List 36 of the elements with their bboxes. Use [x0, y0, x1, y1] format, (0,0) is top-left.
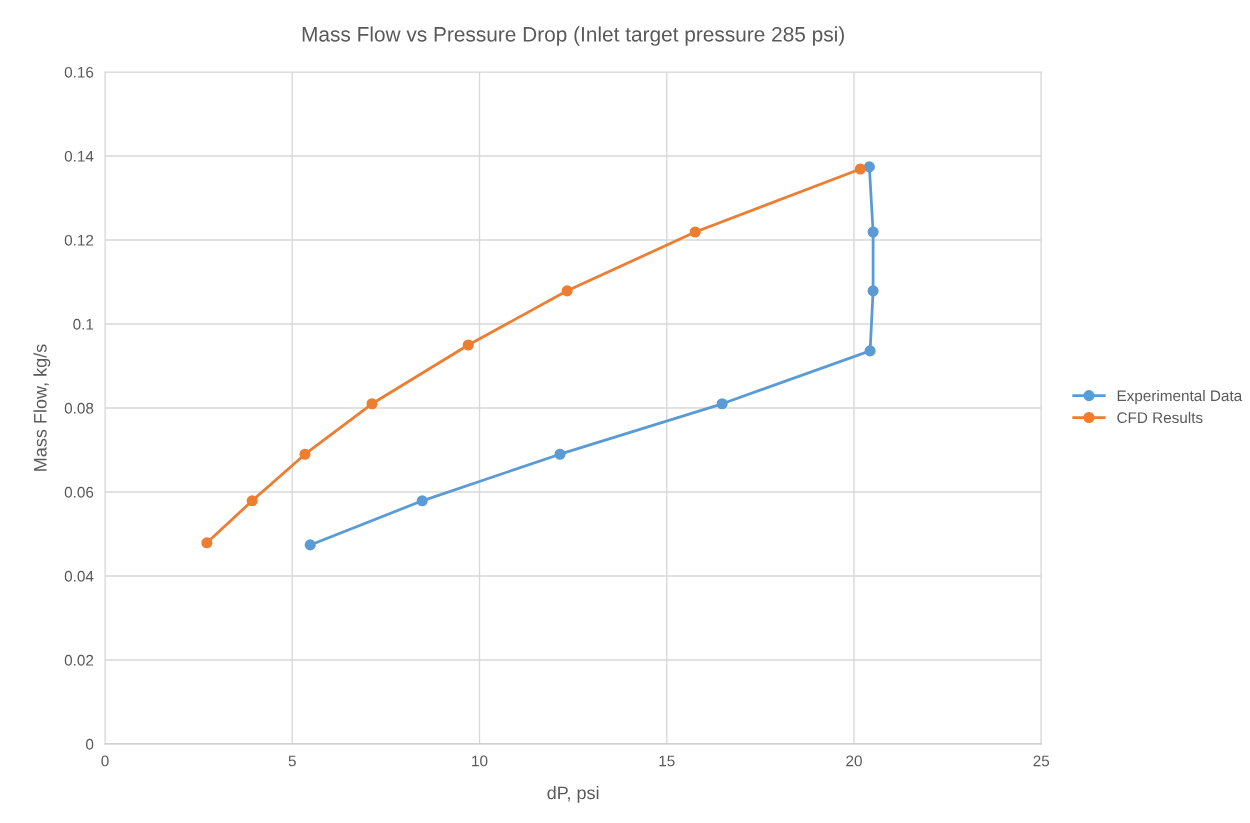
y-tick-label: 0.12 [64, 234, 94, 246]
point [854, 163, 866, 175]
y-tick-label: 0.14 [64, 150, 94, 162]
y-tick-label: 0.1 [73, 318, 94, 330]
point [554, 448, 566, 460]
legend-label: Experimental Data [1117, 389, 1243, 405]
point [863, 161, 875, 173]
point [416, 495, 428, 507]
x-tick-label: 10 [472, 755, 488, 767]
x-tick-label: 20 [846, 755, 862, 767]
point [462, 339, 474, 351]
y-tick-label: 0.06 [64, 486, 94, 498]
legend-label: CFD Results [1117, 411, 1203, 424]
point [201, 537, 213, 549]
y-tick-label: 0 [85, 738, 94, 750]
point [864, 345, 876, 357]
chart-title: Mass Flow vs Pressure Drop (Inlet target pressure 285 psi) [302, 26, 844, 46]
x-tick-label: 25 [1033, 755, 1050, 767]
x-tick-label: 5 [288, 755, 296, 767]
point [716, 398, 728, 410]
x-tick-label: 0 [101, 755, 109, 767]
point [867, 285, 879, 297]
x-axis-title: dP, psi [547, 786, 599, 803]
y-tick-label: 0.16 [64, 66, 94, 78]
y-axis-title: Mass Flow, kg/s [33, 344, 51, 471]
point [867, 226, 879, 238]
y-tick-label: 0.02 [64, 654, 94, 666]
point [304, 539, 316, 551]
x-tick-label: 15 [659, 755, 675, 767]
y-tick-label: 0.04 [64, 570, 94, 582]
point [299, 448, 311, 460]
point [246, 495, 258, 507]
point [561, 285, 573, 297]
y-tick-label: 0.08 [64, 402, 94, 414]
point [366, 398, 378, 410]
point [689, 226, 701, 238]
